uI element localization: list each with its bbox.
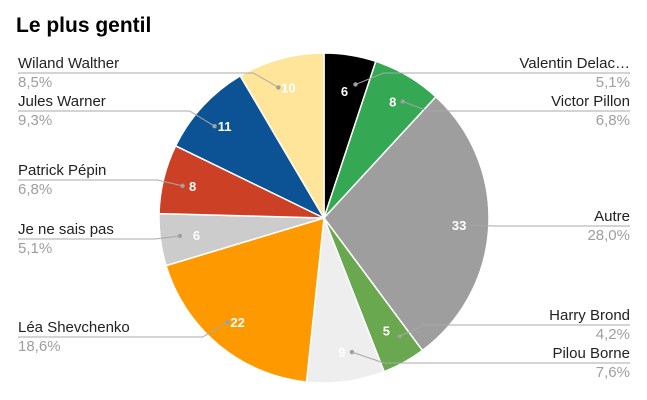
leader-line (18, 110, 215, 127)
pie-slice (165, 216, 325, 383)
chart-title: Le plus gentil (16, 14, 152, 37)
slice-percent-label: 9,3% (18, 112, 52, 129)
slice-percent-label: 18,6% (18, 338, 61, 355)
leader-dot (225, 319, 230, 325)
slice-value-label: 11 (218, 119, 232, 134)
slice-category-label: Léa Shevchenko (18, 319, 130, 336)
slice-percent-label: 5,1% (596, 74, 630, 91)
slice-category-label: Patrick Pépin (18, 162, 106, 179)
pie-slice (323, 95, 490, 352)
leader-line (355, 72, 630, 85)
slice-category-label: Valentin Delac… (519, 55, 630, 72)
slice-category-label: Wiland Walther (18, 55, 119, 72)
slice-percent-label: 5,1% (18, 240, 52, 257)
slice-value-label: 6 (341, 84, 348, 99)
slice-value-label: 10 (281, 80, 295, 95)
slice-category-label: Harry Brond (549, 307, 630, 324)
slice-percent-label: 8,5% (18, 74, 52, 91)
slice-category-label: Victor Pillon (551, 93, 630, 110)
slice-value-label: 33 (452, 218, 466, 233)
slice-percent-label: 4,2% (596, 326, 630, 343)
slice-percent-label: 6,8% (18, 181, 52, 198)
leader-line (18, 179, 183, 187)
leader-dot (397, 334, 402, 339)
slice-category-label: Pilou Borne (552, 345, 630, 362)
slice-category-label: Autre (594, 208, 630, 225)
leader-line (18, 235, 180, 240)
slice-value-label: 5 (383, 324, 390, 339)
slice-category-label: Je ne sais pas (18, 221, 114, 238)
slice-value-label: 8 (189, 179, 196, 194)
leader-line (399, 324, 630, 337)
pie-slice (239, 52, 325, 221)
leader-line (351, 351, 630, 364)
slice-percent-label: 7,6% (596, 364, 630, 381)
leader-line (402, 100, 630, 112)
slice-value-label: 9 (338, 345, 345, 360)
slice-category-label: Jules Warner (18, 93, 106, 110)
leader-dot (466, 223, 472, 228)
slice-percent-label: 28,0% (587, 227, 630, 244)
slice-percent-label: 6,8% (596, 112, 630, 129)
leader-line (18, 72, 279, 88)
slice-value-label: 6 (193, 228, 200, 243)
leader-line (18, 321, 228, 338)
pie-slice (174, 74, 326, 220)
slice-value-label: 22 (230, 315, 244, 330)
leader-line (469, 224, 630, 227)
slice-value-label: 8 (389, 94, 396, 109)
